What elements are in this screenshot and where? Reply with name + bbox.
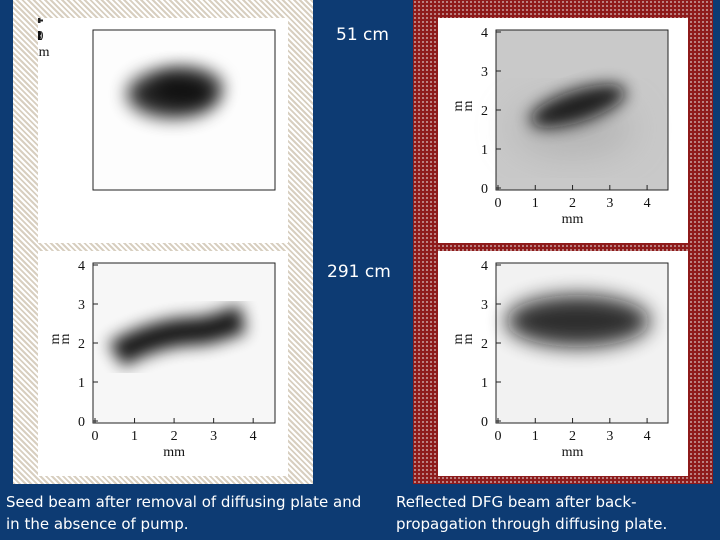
x-tick-label: 1 — [38, 29, 43, 44]
y-tick-label: 1 — [78, 376, 85, 391]
distance-label-top: 51 cm — [336, 25, 389, 45]
caption-right: Reflected DFG beam after back-propagatio… — [396, 493, 668, 533]
x-tick-label: 2 — [569, 196, 576, 211]
plot-dfg-291cm: 0 1 2 3 4 0 1 2 3 4 mm m m — [438, 251, 688, 476]
x-tick-label: 4 — [644, 429, 651, 444]
x-tick-label: 4 — [38, 29, 41, 44]
y-tick-label: 1 — [481, 376, 488, 391]
y-tick-label: 3 — [481, 298, 488, 313]
x-tick-label: 0 — [38, 29, 44, 44]
beam-spot — [506, 295, 650, 347]
y-tick-label: 4 — [481, 259, 488, 274]
x-tick-label: 3 — [210, 429, 217, 444]
plot-dfg-51cm: 0 1 2 3 4 0 1 2 3 4 mm m m — [438, 18, 688, 243]
caption-left: Seed beam after removal of diffusing pla… — [6, 493, 362, 533]
x-axis-label: mm — [562, 212, 584, 227]
x-tick-label: 1 — [532, 429, 539, 444]
x-tick-label: 4 — [644, 196, 651, 211]
y-axis-label: m — [461, 333, 476, 344]
plot-seed-291cm: 0 1 2 3 4 0 1 2 3 4 mm m m — [38, 251, 288, 476]
x-tick-label: 4 — [250, 429, 257, 444]
x-tick-label: 1 — [131, 429, 138, 444]
x-tick-label: 3 — [606, 429, 613, 444]
y-tick-label: 2 — [481, 104, 488, 119]
y-axis-label: m — [58, 333, 73, 344]
y-tick-label: 0 — [78, 415, 85, 430]
y-tick-label: 1 — [481, 143, 488, 158]
x-tick-label: 3 — [38, 29, 41, 44]
distance-label-bottom: 291 cm — [327, 262, 391, 282]
y-tick-label: 2 — [481, 337, 488, 352]
beam-spot — [108, 305, 247, 367]
y-tick-label: 0 — [481, 182, 488, 197]
y-axis-label: m — [451, 100, 466, 111]
y-tick-label: 4 — [481, 26, 488, 41]
y-tick-label: 4 — [78, 259, 85, 274]
x-axis-label: mm — [38, 45, 50, 60]
x-tick-label: 2 — [38, 29, 42, 44]
x-tick-label: 2 — [171, 429, 178, 444]
x-tick-label: 0 — [495, 196, 502, 211]
x-axis-label: mm — [562, 445, 584, 460]
y-axis-label: m — [451, 333, 466, 344]
x-axis-label: mm — [163, 445, 185, 460]
beam-spot — [530, 84, 626, 128]
x-tick-label: 2 — [569, 429, 576, 444]
x-tick-label: 1 — [532, 196, 539, 211]
x-tick-label: 0 — [92, 429, 99, 444]
y-tick-label: 0 — [481, 415, 488, 430]
x-tick-label: 0 — [495, 429, 502, 444]
x-tick-label: 3 — [606, 196, 613, 211]
y-tick-label: 3 — [78, 298, 85, 313]
y-axis-label: m — [461, 100, 476, 111]
y-axis-label: m — [48, 333, 63, 344]
y-tick-label: 2 — [78, 337, 85, 352]
y-tick-label: 3 — [481, 65, 488, 80]
